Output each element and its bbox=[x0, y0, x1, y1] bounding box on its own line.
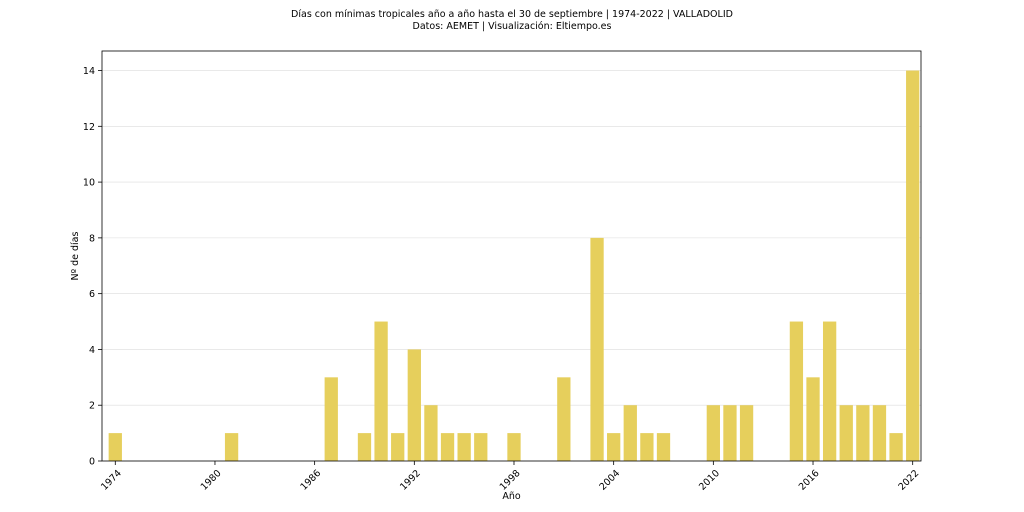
chart-subtitle: Datos: AEMET | Visualización: Eltiempo.e… bbox=[412, 21, 612, 32]
y-tick-label: 6 bbox=[89, 289, 95, 300]
y-axis-ticks: 0 2 4 6 8 10 12 14 bbox=[83, 66, 102, 468]
x-tick-label: 1992 bbox=[398, 468, 423, 493]
bar-2005 bbox=[623, 405, 637, 461]
bar-2003 bbox=[590, 237, 604, 461]
x-tick-label: 1986 bbox=[298, 468, 323, 493]
bar-1981 bbox=[224, 433, 239, 461]
bar-2007 bbox=[656, 433, 671, 461]
bar-1990 bbox=[374, 321, 388, 461]
bar-1987 bbox=[324, 377, 338, 461]
chart-title: Días con mínimas tropicales año a año ha… bbox=[291, 9, 733, 20]
bar-2021 bbox=[889, 433, 903, 461]
chart-title-block: Días con mínimas tropicales año a año ha… bbox=[0, 9, 1024, 33]
plot-frame bbox=[101, 50, 922, 462]
x-tick-label: 2004 bbox=[597, 468, 622, 493]
bar-2017 bbox=[822, 321, 837, 461]
y-tick-label: 2 bbox=[89, 401, 95, 412]
bar-1974 bbox=[108, 433, 122, 461]
x-axis-ticks: 1974 1980 1986 1992 1998 2004 2010 2016 2022 bbox=[99, 461, 921, 493]
bar-2015 bbox=[789, 321, 804, 461]
x-tick-label: 2010 bbox=[697, 468, 722, 493]
x-tick-label: 1998 bbox=[498, 468, 523, 493]
y-tick-label: 12 bbox=[83, 122, 95, 133]
bar-2004 bbox=[607, 433, 621, 461]
y-tick-label: 8 bbox=[89, 233, 95, 244]
bar-2016 bbox=[806, 377, 820, 461]
y-tick-label: 10 bbox=[83, 178, 95, 189]
bar-2001 bbox=[557, 377, 571, 461]
x-tick-label: 1980 bbox=[199, 468, 224, 493]
y-axis-label: Nº de días bbox=[70, 231, 81, 280]
bars bbox=[108, 70, 920, 462]
y-tick-label: 0 bbox=[89, 457, 95, 468]
x-tick-label: 2016 bbox=[797, 468, 822, 493]
bar-1995 bbox=[457, 433, 471, 461]
bar-2006 bbox=[640, 433, 654, 461]
bar-2011 bbox=[723, 405, 737, 461]
bar-2010 bbox=[706, 405, 720, 461]
x-tick-label: 1974 bbox=[99, 468, 124, 493]
y-tick-label: 4 bbox=[89, 345, 95, 356]
x-axis-label: Año bbox=[502, 491, 521, 502]
bar-1993 bbox=[424, 405, 438, 461]
y-tick-label: 14 bbox=[83, 66, 95, 77]
bar-1998 bbox=[507, 433, 521, 461]
bar-2022 bbox=[906, 70, 920, 462]
bar-1992 bbox=[407, 349, 421, 461]
bar-1996 bbox=[474, 433, 488, 461]
bar-2012 bbox=[739, 405, 754, 461]
bar-2020 bbox=[872, 405, 887, 461]
bar-1989 bbox=[357, 433, 372, 461]
bar-1991 bbox=[391, 433, 405, 461]
x-tick-label: 2022 bbox=[896, 468, 921, 493]
bar-2018 bbox=[839, 405, 853, 461]
bar-2019 bbox=[856, 405, 870, 461]
bar-1994 bbox=[440, 433, 455, 461]
